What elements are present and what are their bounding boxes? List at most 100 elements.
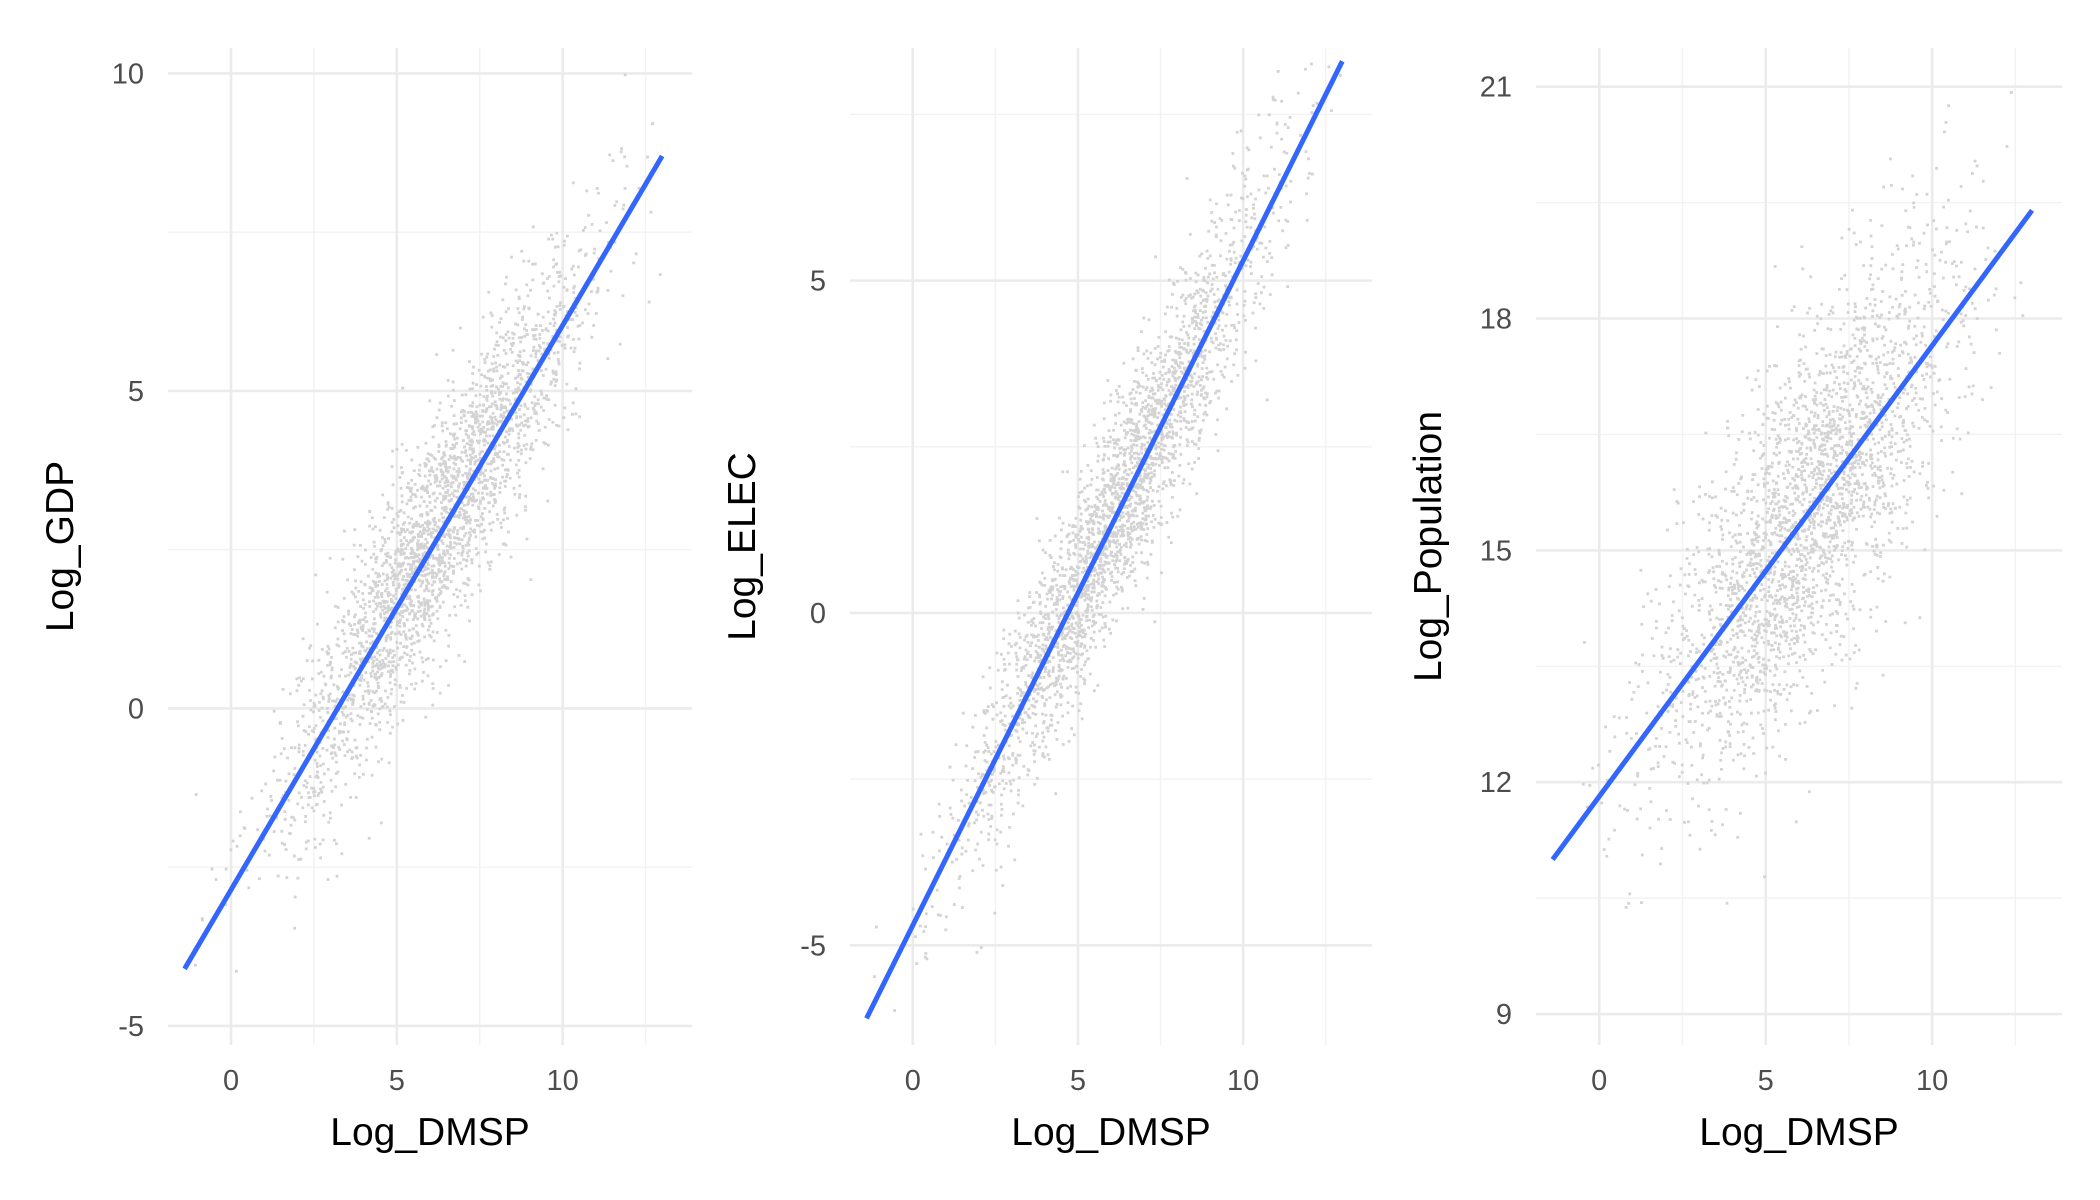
- scatter-point: [382, 604, 386, 608]
- scatter-point: [477, 439, 481, 443]
- scatter-point: [1198, 429, 1201, 433]
- scatter-point: [1167, 278, 1171, 282]
- scatter-point: [1061, 521, 1065, 525]
- scatter-point: [1184, 302, 1188, 306]
- scatter-point: [364, 562, 367, 566]
- scatter-point: [1141, 486, 1144, 489]
- scatter-point: [406, 543, 410, 547]
- scatter-point: [319, 692, 323, 696]
- scatter-point: [302, 729, 306, 732]
- scatter-point: [1198, 327, 1202, 331]
- scatter-point: [396, 646, 400, 650]
- scatter-point: [1252, 206, 1255, 210]
- scatter-point: [1165, 434, 1169, 438]
- scatter-point: [458, 470, 461, 474]
- scatter-point: [472, 497, 475, 501]
- scatter-point: [382, 516, 386, 520]
- scatter-point: [1087, 604, 1090, 608]
- scatter-point: [1061, 657, 1065, 660]
- scatter-point: [1140, 330, 1143, 334]
- scatter-point: [389, 637, 393, 641]
- scatter-point: [1125, 561, 1128, 565]
- scatter-point: [402, 528, 406, 531]
- scatter-point: [344, 715, 348, 719]
- scatter-point: [343, 639, 347, 643]
- scatter-point: [1044, 644, 1048, 648]
- scatter-point: [1008, 696, 1012, 700]
- scatter-point: [517, 475, 521, 479]
- scatter-point: [416, 539, 420, 543]
- scatter-point: [1003, 724, 1007, 728]
- scatter-point: [1113, 478, 1116, 482]
- scatter-point: [1083, 591, 1087, 595]
- scatter-point: [412, 653, 416, 656]
- scatter-point: [1038, 621, 1042, 625]
- scatter-point: [514, 376, 517, 380]
- scatter-point: [495, 365, 498, 369]
- scatter-point: [1113, 486, 1117, 490]
- scatter-point: [1163, 358, 1167, 362]
- scatter-point: [393, 683, 397, 686]
- scatter-point: [529, 445, 533, 449]
- scatter-point: [553, 245, 557, 249]
- scatter-point: [466, 503, 469, 507]
- scatter-point: [466, 583, 470, 587]
- scatter-point: [438, 665, 442, 669]
- scatter-point: [1017, 776, 1021, 780]
- scatter-point: [1173, 359, 1177, 363]
- scatter-point: [1145, 533, 1149, 536]
- scatter-point: [505, 397, 508, 401]
- scatter-point: [408, 489, 412, 492]
- scatter-point: [516, 381, 519, 385]
- scatter-point: [577, 337, 581, 341]
- scatter-point: [399, 509, 403, 512]
- scatter-point: [1161, 413, 1165, 417]
- scatter-point: [517, 297, 521, 301]
- scatter-point: [1296, 91, 1300, 95]
- scatter-point: [518, 355, 522, 358]
- scatter-point: [307, 796, 311, 799]
- scatter-point: [452, 593, 456, 596]
- scatter-point: [1056, 646, 1060, 649]
- scatter-point: [423, 489, 427, 492]
- scatter-point: [1067, 532, 1071, 536]
- scatter-point: [1197, 436, 1201, 440]
- scatter-point: [410, 486, 413, 490]
- scatter-point: [461, 473, 465, 477]
- scatter-point: [1216, 363, 1219, 367]
- scatter-point: [488, 415, 492, 419]
- scatter-point: [1131, 357, 1135, 361]
- scatter-point: [239, 810, 242, 814]
- scatter-point: [1141, 522, 1144, 526]
- scatter-point: [334, 700, 338, 704]
- scatter-point: [341, 629, 344, 632]
- scatter-point: [499, 408, 503, 411]
- scatter-point: [1117, 477, 1121, 481]
- scatter-point: [415, 520, 419, 524]
- scatter-point: [976, 750, 980, 753]
- scatter-point: [464, 393, 468, 397]
- scatter-point: [1033, 749, 1037, 753]
- scatter-point: [584, 308, 587, 312]
- scatter-point: [1001, 884, 1005, 887]
- scatter-point: [384, 558, 388, 562]
- scatter-point: [524, 447, 528, 451]
- scatter-point: [1134, 551, 1138, 555]
- scatter-point: [461, 408, 465, 412]
- scatter-point: [1076, 670, 1079, 674]
- scatter-point: [1129, 449, 1133, 453]
- scatter-point: [1054, 608, 1058, 611]
- scatter-point: [372, 552, 376, 556]
- scatter-point: [1047, 671, 1051, 675]
- scatter-point: [1146, 504, 1149, 508]
- scatter-point: [373, 675, 377, 679]
- scatter-point: [459, 507, 462, 511]
- scatter-point: [1217, 314, 1221, 318]
- scatter-point: [510, 427, 514, 431]
- scatter-point: [1182, 385, 1186, 389]
- scatter-point: [380, 666, 384, 670]
- scatter-point: [1072, 655, 1076, 659]
- scatter-point: [1169, 425, 1172, 429]
- scatter-point: [412, 604, 416, 607]
- scatter-point: [1192, 305, 1196, 309]
